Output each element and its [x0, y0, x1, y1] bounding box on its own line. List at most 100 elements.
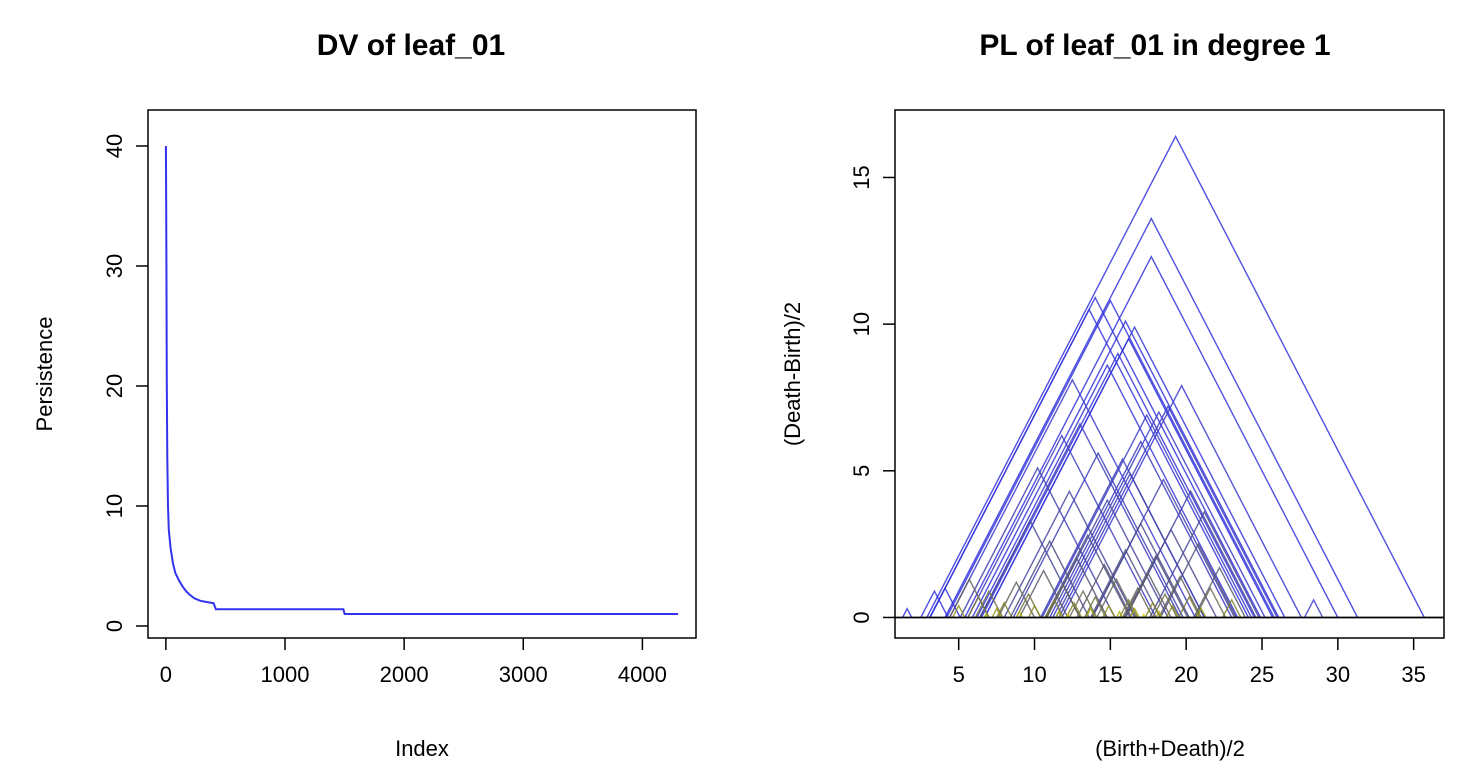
landscape-tent	[1085, 607, 1096, 618]
landscape-tent	[1055, 610, 1063, 618]
series-line	[164, 145, 679, 615]
landscape-tent	[944, 216, 1359, 618]
landscape-tent	[1012, 451, 1184, 618]
y-axis: 0 10 20 30 40	[102, 134, 148, 632]
landscape-tent	[1068, 589, 1098, 618]
landscape-tent	[1149, 510, 1260, 618]
landscape-tent	[1102, 604, 1116, 618]
y-tick-label: 0	[102, 620, 127, 632]
landscape-tent	[1052, 410, 1266, 618]
landscape-tent	[1065, 601, 1083, 618]
landscape-tent	[997, 580, 1036, 618]
x-axis-label: (Birth+Death)/2	[1095, 736, 1245, 761]
x-tick-label: 5	[953, 662, 965, 687]
landscape-tent	[1065, 612, 1071, 618]
landscape-tent	[964, 255, 1339, 618]
landscape-tent	[983, 612, 989, 618]
landscape-tent	[1055, 472, 1206, 618]
x-axis: 5 10 15 20 25 30 35	[953, 638, 1426, 687]
landscape-tent	[1196, 607, 1207, 618]
plot-frame	[894, 109, 1445, 639]
landscape-tent	[945, 299, 1275, 618]
y-axis: 0 5 10 15	[849, 165, 895, 624]
y-tick-label: 5	[849, 465, 874, 477]
y-tick-label: 30	[102, 254, 127, 278]
x-tick-label: 3000	[499, 662, 548, 687]
x-tick-label: 1000	[261, 662, 310, 687]
landscape-tent	[929, 307, 1250, 618]
landscape-tent	[1221, 598, 1242, 618]
landscape-tent	[1303, 598, 1324, 618]
x-tick-label: 15	[1098, 662, 1122, 687]
landscape-tent	[1049, 439, 1233, 618]
landscape-tent	[976, 363, 1239, 618]
y-tick-label: 40	[102, 134, 127, 158]
landscape-tent	[1159, 542, 1237, 618]
landscape-tent	[920, 589, 949, 618]
series-group	[901, 134, 1425, 618]
persistence-chart: DV of leaf_01 0 10 20 30 40 0 1000 2000 3000 400…	[32, 29, 697, 761]
plot-frame	[147, 109, 697, 639]
x-tick-label: 25	[1250, 662, 1274, 687]
landscape-tent	[959, 466, 1116, 618]
x-tick-label: 0	[160, 662, 172, 687]
x-tick-label: 10	[1022, 662, 1046, 687]
landscape-tent	[1129, 607, 1140, 618]
y-axis-label: Persistence	[32, 317, 57, 432]
landscape-tent	[991, 607, 1002, 618]
landscape-tent	[951, 604, 966, 618]
y-tick-label: 10	[102, 494, 127, 518]
landscape-tent	[948, 378, 1196, 618]
landscape-tent	[1061, 384, 1303, 618]
landscape-tent	[1089, 548, 1162, 618]
landscape-tent	[974, 589, 1004, 618]
landscape-tent	[1141, 612, 1146, 618]
y-tick-label: 15	[849, 165, 874, 189]
landscape-tent	[967, 434, 1157, 618]
y-axis-label: (Death-Birth)/2	[780, 302, 805, 446]
landscape-tent	[1044, 598, 1064, 618]
landscape-tent	[901, 607, 913, 618]
landscape-tent	[926, 134, 1425, 618]
landscape-tent	[1076, 563, 1133, 618]
landscape-tent	[1165, 604, 1180, 618]
y-tick-label: 0	[849, 611, 874, 623]
landscape-tent	[967, 595, 990, 618]
landscape-tent	[1018, 568, 1069, 618]
landscape-chart: PL of leaf_01 in degree 1 0 5 10 15 5 10 15 20…	[780, 29, 1445, 761]
landscape-tent	[1041, 413, 1253, 618]
x-tick-label: 30	[1326, 662, 1350, 687]
landscape-tent	[1121, 586, 1154, 618]
landscape-tent	[1091, 522, 1190, 618]
x-tick-label: 2000	[380, 662, 429, 687]
x-tick-label: 4000	[618, 662, 667, 687]
landscape-tent	[1044, 533, 1131, 618]
landscape-tent	[929, 586, 961, 618]
landscape-tent	[971, 319, 1280, 618]
landscape-tent	[1158, 574, 1202, 618]
chart-title: PL of leaf_01 in degree 1	[979, 29, 1330, 62]
y-tick-label: 20	[102, 374, 127, 398]
series-group	[164, 145, 679, 615]
landscape-tent	[1177, 595, 1201, 618]
landscape-tent	[1123, 554, 1189, 618]
chart-title: DV of leaf_01	[317, 29, 505, 62]
landscape-tent	[1194, 586, 1227, 618]
landscape-tent	[1015, 610, 1024, 618]
x-tick-label: 35	[1401, 662, 1425, 687]
x-tick-label: 20	[1174, 662, 1198, 687]
y-tick-label: 10	[849, 312, 874, 336]
landscape-tent	[1124, 571, 1172, 618]
landscape-tent	[980, 351, 1256, 618]
x-axis-label: Index	[395, 736, 449, 761]
x-axis: 0 1000 2000 3000 4000	[160, 638, 667, 687]
landscape-tent	[1115, 610, 1124, 618]
landscape-tent	[1058, 404, 1278, 618]
landscape-tent	[1155, 610, 1163, 618]
landscape-tent	[1009, 539, 1090, 618]
landscape-tent	[1193, 566, 1246, 618]
landscape-tent	[1027, 604, 1042, 618]
landscape-tent	[1118, 598, 1139, 618]
landscape-tent	[1083, 595, 1107, 618]
